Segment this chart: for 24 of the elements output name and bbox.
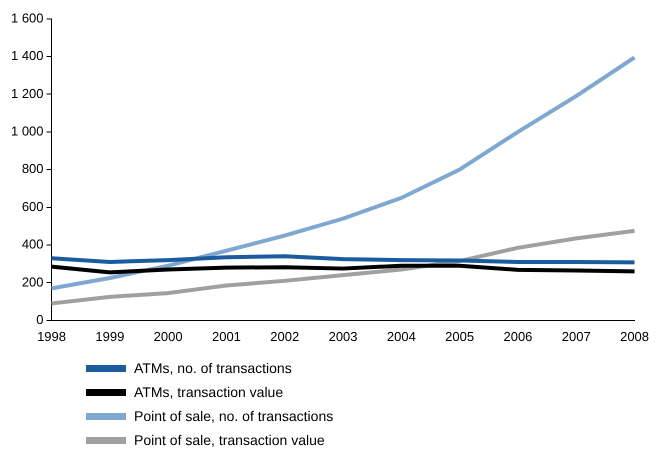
y-tick-label: 1 200 <box>10 86 44 101</box>
x-tick-label: 2006 <box>503 328 532 344</box>
x-tick-label: 2004 <box>386 328 416 344</box>
x-tick-label: 2005 <box>445 328 474 344</box>
y-tick-label: 400 <box>22 236 44 252</box>
y-tick-label: 0 <box>36 312 44 327</box>
legend-label: ATMs, transaction value <box>134 384 284 400</box>
y-tick-label: 1 600 <box>10 10 44 26</box>
x-tick-label: 2003 <box>328 328 358 344</box>
y-tick-label: 1 000 <box>10 123 44 138</box>
x-tick-label: 1998 <box>37 328 66 344</box>
y-tick-label: 200 <box>22 274 44 290</box>
legend-label: Point of sale, transaction value <box>134 432 325 448</box>
y-tick-label: 1 400 <box>10 48 44 64</box>
x-tick-label: 2007 <box>562 328 591 344</box>
legend-label: ATMs, no. of transactions <box>134 360 292 376</box>
x-tick-label: 2001 <box>212 328 241 344</box>
x-tick-label: 2002 <box>270 328 300 344</box>
legend-label: Point of sale, no. of transactions <box>134 408 334 424</box>
x-tick-label: 2000 <box>154 328 183 344</box>
y-tick-label: 800 <box>22 161 44 176</box>
x-tick-label: 1999 <box>95 328 124 344</box>
x-tick-label: 2008 <box>620 328 649 344</box>
y-tick-label: 600 <box>22 198 44 214</box>
